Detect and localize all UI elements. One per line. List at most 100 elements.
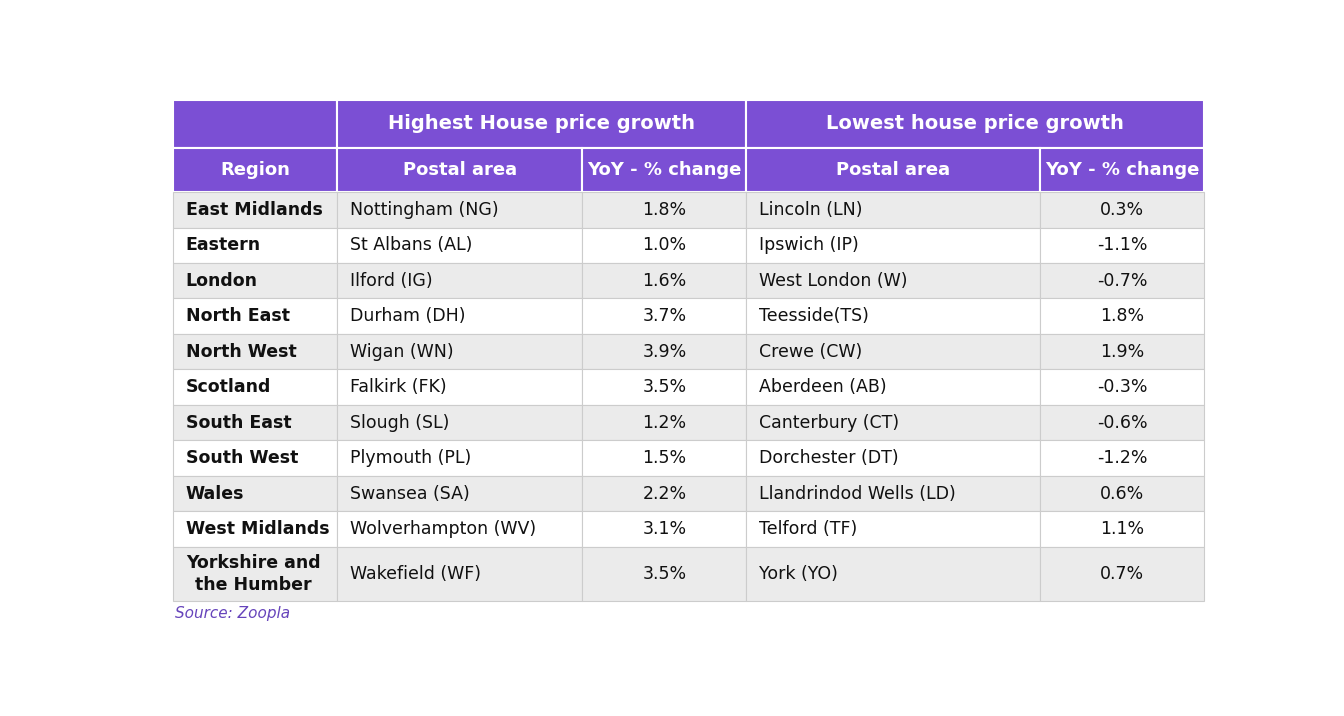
Bar [337, 440, 582, 475]
Text: Source: Zoopla: Source: Zoopla [175, 606, 290, 621]
Text: Highest House price growth: Highest House price growth [388, 115, 695, 133]
Bar [1040, 369, 1204, 405]
Text: York (YO): York (YO) [759, 565, 837, 583]
Bar [337, 299, 582, 334]
Bar [173, 440, 337, 475]
Text: North East: North East [185, 307, 290, 325]
Bar [1040, 148, 1204, 192]
Text: Canterbury (CT): Canterbury (CT) [759, 414, 899, 432]
Text: 1.8%: 1.8% [642, 200, 687, 219]
Bar [746, 405, 1040, 440]
Text: -0.6%: -0.6% [1097, 414, 1148, 432]
Text: -0.7%: -0.7% [1097, 271, 1148, 290]
Bar [337, 369, 582, 405]
Bar [337, 192, 582, 228]
Text: Lowest house price growth: Lowest house price growth [827, 115, 1125, 133]
Text: Llandrindod Wells (LD): Llandrindod Wells (LD) [759, 485, 956, 503]
Text: 3.7%: 3.7% [642, 307, 687, 325]
Bar [173, 334, 337, 369]
Text: -0.3%: -0.3% [1097, 378, 1148, 396]
Bar [1040, 228, 1204, 263]
Text: -1.1%: -1.1% [1097, 236, 1148, 254]
Text: 0.3%: 0.3% [1101, 200, 1145, 219]
Text: Region: Region [220, 161, 290, 179]
Text: Ilford (IG): Ilford (IG) [349, 271, 433, 290]
Bar [173, 263, 337, 299]
Bar [582, 148, 746, 192]
Bar [337, 263, 582, 299]
Bar [746, 334, 1040, 369]
Bar [1040, 440, 1204, 475]
Bar [1040, 192, 1204, 228]
Text: West Midlands: West Midlands [185, 520, 329, 538]
Bar [582, 369, 746, 405]
Bar [173, 148, 337, 192]
Text: Postal area: Postal area [836, 161, 950, 179]
Bar [746, 475, 1040, 511]
Text: Wigan (WN): Wigan (WN) [349, 343, 453, 361]
Bar [746, 263, 1040, 299]
Text: Lincoln (LN): Lincoln (LN) [759, 200, 863, 219]
Text: YoY - % change: YoY - % change [1046, 161, 1200, 179]
Bar [337, 148, 582, 192]
Text: Slough (SL): Slough (SL) [349, 414, 449, 432]
Bar [582, 334, 746, 369]
Bar [582, 475, 746, 511]
Text: Scotland: Scotland [185, 378, 271, 396]
Bar [582, 547, 746, 601]
Bar [746, 100, 1204, 148]
Bar [582, 228, 746, 263]
Text: Wales: Wales [185, 485, 245, 503]
Text: Aberdeen (AB): Aberdeen (AB) [759, 378, 887, 396]
Text: South West: South West [185, 449, 298, 467]
Text: Swansea (SA): Swansea (SA) [349, 485, 469, 503]
Text: Teesside(TS): Teesside(TS) [759, 307, 868, 325]
Bar [582, 511, 746, 547]
Bar [173, 369, 337, 405]
Text: 3.5%: 3.5% [642, 565, 687, 583]
Text: Ipswich (IP): Ipswich (IP) [759, 236, 859, 254]
Text: 0.7%: 0.7% [1101, 565, 1145, 583]
Bar [337, 228, 582, 263]
Bar [337, 547, 582, 601]
Bar [582, 405, 746, 440]
Text: Plymouth (PL): Plymouth (PL) [349, 449, 470, 467]
Bar [746, 369, 1040, 405]
Bar [1040, 334, 1204, 369]
Bar [337, 511, 582, 547]
Bar [173, 192, 337, 228]
Text: Durham (DH): Durham (DH) [349, 307, 465, 325]
Bar [582, 299, 746, 334]
Text: YoY - % change: YoY - % change [587, 161, 742, 179]
Text: North West: North West [185, 343, 297, 361]
Bar [582, 192, 746, 228]
Text: West London (W): West London (W) [759, 271, 907, 290]
Text: South East: South East [185, 414, 292, 432]
Bar [173, 299, 337, 334]
Text: 1.5%: 1.5% [642, 449, 687, 467]
Bar [1040, 299, 1204, 334]
Bar [1040, 475, 1204, 511]
Bar [173, 547, 337, 601]
Text: Falkirk (FK): Falkirk (FK) [349, 378, 446, 396]
Text: Postal area: Postal area [403, 161, 517, 179]
Text: 1.1%: 1.1% [1101, 520, 1145, 538]
Bar [337, 100, 746, 148]
Text: London: London [185, 271, 258, 290]
Text: 0.6%: 0.6% [1101, 485, 1145, 503]
Bar [1040, 547, 1204, 601]
Bar [337, 405, 582, 440]
Bar [173, 100, 337, 148]
Text: East Midlands: East Midlands [185, 200, 323, 219]
Bar [1040, 405, 1204, 440]
Bar [173, 405, 337, 440]
Bar [746, 299, 1040, 334]
Text: 3.5%: 3.5% [642, 378, 687, 396]
Text: 1.0%: 1.0% [642, 236, 687, 254]
Bar [1040, 263, 1204, 299]
Bar [1040, 511, 1204, 547]
Bar [582, 263, 746, 299]
Bar [746, 148, 1040, 192]
Bar [337, 475, 582, 511]
Text: Eastern: Eastern [185, 236, 261, 254]
